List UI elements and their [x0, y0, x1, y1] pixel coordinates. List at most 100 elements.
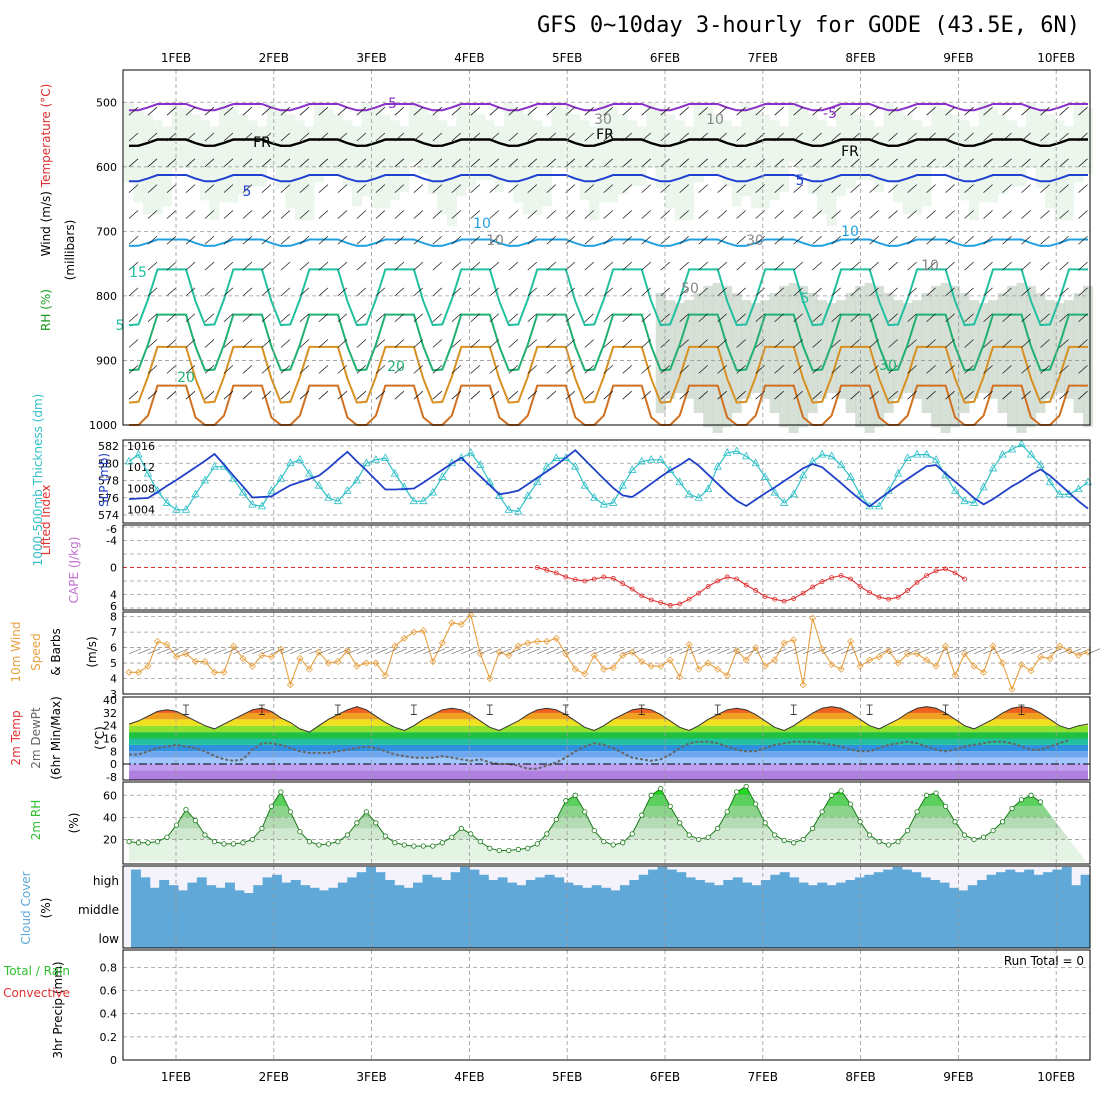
date-label: 8FEB [845, 1070, 875, 1084]
rh-shade [541, 126, 552, 207]
wind-barb [356, 648, 369, 655]
wind-barb [394, 158, 405, 168]
wind-barb [584, 158, 594, 168]
wind-speed-point [381, 671, 389, 679]
date-label: 4FEB [454, 51, 484, 65]
thickness-point [1017, 439, 1026, 448]
wind-barb [176, 648, 189, 655]
wind-barb [280, 132, 291, 142]
wind-speed-point [647, 662, 655, 670]
wind-barb [850, 210, 860, 219]
wind-barb [261, 236, 272, 245]
wind-barb [869, 339, 879, 348]
rh-shade-dark [1054, 303, 1065, 393]
wind-barb [755, 339, 765, 348]
wind-barb [774, 184, 784, 193]
rh-point [373, 820, 379, 826]
wind-barb [945, 184, 955, 193]
wind-speed-point [866, 656, 874, 664]
date-label: 9FEB [943, 51, 973, 65]
wind-barb [432, 365, 443, 374]
rh-shade [522, 114, 533, 215]
wind-barb [489, 184, 500, 193]
wind-barb [926, 287, 936, 297]
thickness-point [1036, 460, 1045, 468]
wind-barb [945, 313, 955, 322]
wind-barb [1040, 339, 1050, 348]
wind-speed-point [305, 665, 313, 673]
wind-barb [166, 261, 177, 271]
wind-barb [888, 390, 898, 400]
rh-point [591, 827, 597, 834]
rh-point [791, 840, 797, 846]
wind-barb [432, 648, 445, 655]
wind-barb [375, 106, 386, 116]
thickness-point [571, 461, 580, 470]
wind-barb [679, 339, 689, 348]
wind-barb [765, 648, 778, 655]
thickness-point [362, 458, 371, 467]
wind-barb [356, 313, 367, 322]
wind-barb [983, 648, 996, 655]
wind-barb [1059, 365, 1069, 374]
cloud-high-bar [986, 874, 997, 893]
wind-barb [983, 184, 993, 193]
wind-barb [603, 236, 613, 245]
wind-barb [185, 184, 196, 193]
wind-barb [907, 210, 917, 219]
rh-point [990, 827, 996, 834]
panel-frame [122, 696, 1091, 781]
wind-barb [812, 365, 822, 374]
wind-barb [869, 287, 879, 297]
rh-shade [161, 126, 172, 207]
wind-barb [1059, 390, 1069, 400]
wind-barb [584, 313, 594, 322]
thickness-point [200, 475, 210, 484]
lifted-index-point [696, 590, 702, 596]
wind-barb [1021, 210, 1031, 219]
wind-barb [584, 106, 594, 116]
wind-barb [831, 648, 844, 655]
cloud-high-bar [262, 877, 273, 893]
wind-barb [318, 236, 329, 245]
rh-point [772, 832, 778, 838]
rh-shade [294, 120, 305, 221]
wind-barb [128, 261, 139, 271]
wind-barb [1040, 648, 1053, 655]
cloud-high-bar [704, 882, 715, 893]
wind-speed-point [296, 654, 304, 662]
rh-point [449, 834, 455, 840]
wind-barb [907, 339, 917, 348]
wind-barb [394, 339, 405, 348]
wind-barb [1002, 106, 1012, 116]
wind-barb [1040, 236, 1050, 245]
cloud-high-bar [939, 882, 950, 893]
rh-point [867, 832, 873, 838]
rh-point [942, 803, 949, 809]
wind-barb [480, 648, 493, 655]
temp-band [123, 700, 1090, 706]
cloud-high-bar [309, 887, 320, 893]
wind-barb [831, 158, 841, 168]
wind-barb [717, 339, 727, 348]
wind-barb [964, 132, 974, 142]
wind-barb [356, 261, 367, 271]
wind-barb [831, 313, 841, 322]
axis-label-part: 3hr Precip (mm) [51, 961, 65, 1058]
wind-barb [166, 648, 180, 655]
rh-shade-dark [769, 293, 780, 413]
y-axis-labels: Wind (m/s) Temperature (°C) RH (%) (millib… [3, 84, 111, 1059]
wind-speed-point [970, 662, 978, 670]
wind-barb [432, 158, 443, 168]
wind-speed-point [229, 642, 238, 650]
thickness-point [504, 504, 513, 513]
cloud-high-bar [920, 877, 931, 893]
wind-barb [261, 261, 272, 271]
thickness-point [191, 489, 200, 498]
axis-label: 10m Wind [9, 622, 23, 683]
rh-point [468, 831, 474, 837]
cloud-high-bar [337, 882, 348, 893]
thickness-point [1007, 444, 1017, 453]
cloud-high-bar [384, 880, 395, 893]
wind-speed-point [894, 659, 902, 667]
